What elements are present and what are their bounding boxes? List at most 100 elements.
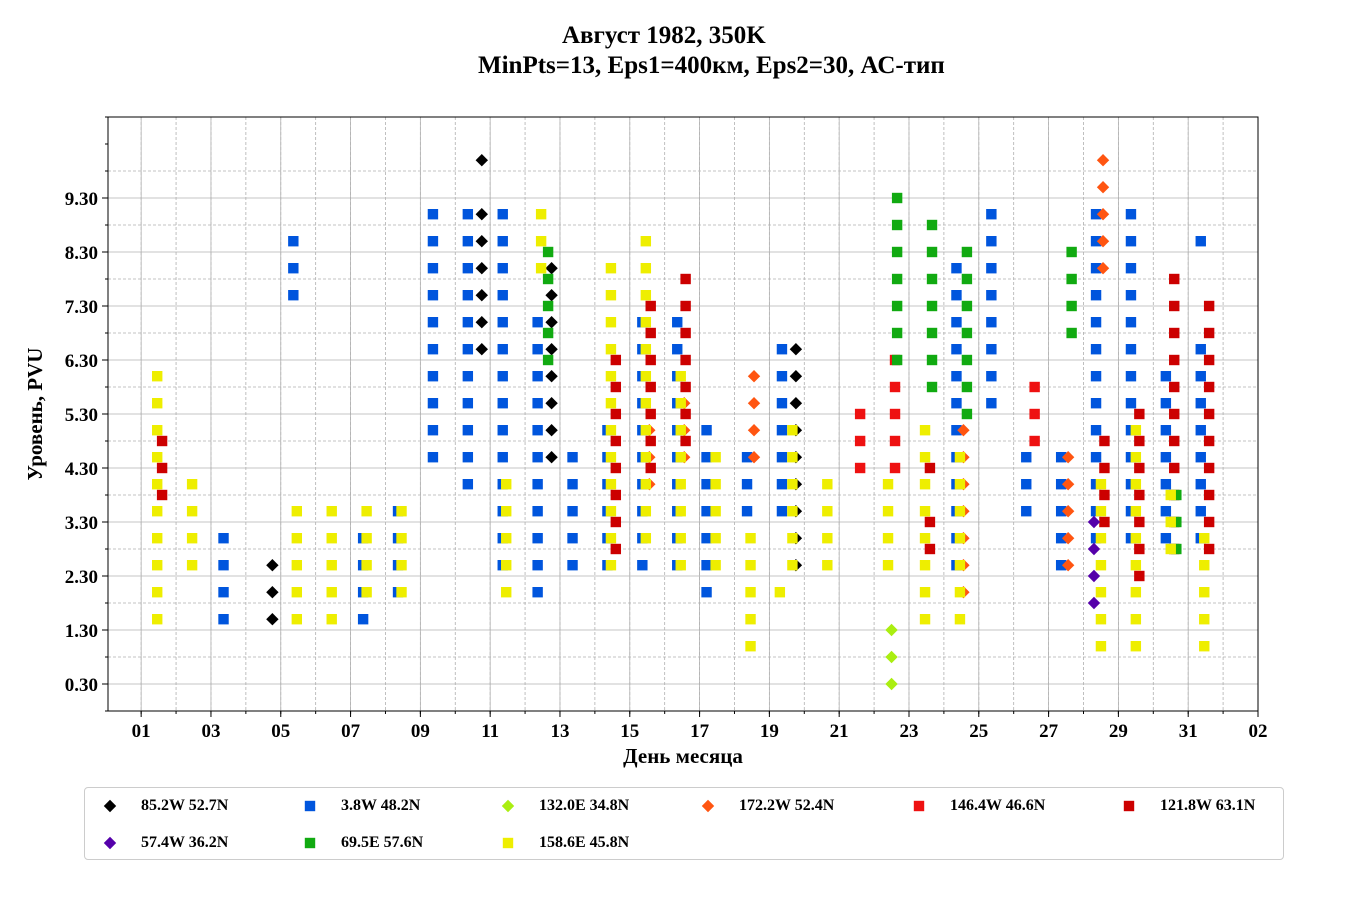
data-point [1125, 317, 1137, 328]
data-point [789, 343, 803, 356]
legend-marker-icon [699, 797, 717, 815]
data-point [266, 586, 279, 599]
data-point [396, 533, 407, 544]
data-point [986, 263, 997, 274]
data-point [675, 425, 686, 436]
data-point [326, 533, 337, 544]
data-point [497, 290, 508, 301]
data-point [776, 398, 788, 409]
data-point [919, 479, 931, 490]
data-point [924, 516, 936, 528]
data-point [605, 263, 617, 274]
data-point [1087, 596, 1101, 610]
data-point [889, 381, 901, 393]
data-point [610, 462, 622, 474]
data-point [701, 479, 712, 490]
data-point [1130, 560, 1142, 571]
legend-marker-shape [913, 800, 925, 812]
data-point [882, 506, 894, 517]
data-point [882, 533, 894, 544]
data-point [889, 435, 901, 447]
y-axis-label: Уровень, PVU [23, 348, 47, 481]
data-point [787, 506, 798, 517]
data-point [532, 425, 543, 436]
data-point [501, 479, 512, 490]
data-point [605, 425, 617, 436]
x-tick-label: 17 [690, 721, 710, 742]
data-point [501, 533, 512, 544]
series-0 [266, 154, 803, 626]
data-point [1171, 516, 1182, 528]
data-point [545, 424, 558, 437]
data-point [1195, 344, 1206, 355]
data-point [1130, 479, 1142, 490]
data-point [497, 425, 508, 436]
data-point [680, 327, 691, 339]
legend-marker-shape [103, 799, 117, 813]
data-point [152, 533, 163, 544]
legend-label: 172.2W 52.4N [739, 797, 835, 814]
legend-marker-icon [499, 834, 517, 852]
x-tick-label: 29 [1109, 721, 1128, 742]
data-point [1134, 462, 1145, 474]
data-point [1169, 273, 1180, 285]
y-tick-label: 6.30 [65, 351, 98, 372]
data-point [1055, 506, 1067, 517]
data-point [675, 533, 686, 544]
data-point [427, 425, 439, 436]
data-point [1199, 614, 1210, 625]
data-point [427, 452, 439, 463]
data-point [605, 533, 617, 544]
data-point [1195, 479, 1206, 490]
data-point [218, 560, 229, 571]
data-point [1134, 543, 1145, 555]
data-point [542, 327, 554, 339]
data-point [787, 533, 798, 544]
data-point [567, 533, 578, 544]
data-point [291, 506, 303, 517]
data-point [710, 560, 721, 571]
data-point [701, 587, 712, 598]
data-point [545, 451, 558, 464]
data-point [747, 397, 761, 410]
data-point [567, 452, 578, 463]
data-point [710, 479, 721, 490]
data-point [1061, 505, 1075, 518]
data-point [532, 533, 543, 544]
data-point [1087, 515, 1101, 529]
data-point [1160, 452, 1172, 463]
data-point [1125, 371, 1137, 382]
data-point [610, 543, 622, 555]
data-point [675, 560, 686, 571]
data-point [1061, 532, 1075, 545]
data-point [954, 533, 966, 544]
data-point [1099, 462, 1110, 474]
data-point [427, 344, 439, 355]
y-tick-label: 1.30 [65, 621, 98, 642]
data-point [497, 344, 508, 355]
data-point [680, 381, 691, 393]
data-point [919, 587, 931, 598]
data-point [926, 327, 938, 339]
legend-marker-icon [499, 797, 517, 815]
data-point [605, 506, 617, 517]
data-point [672, 317, 683, 328]
data-point [954, 452, 966, 463]
data-point [747, 424, 761, 437]
legend-marker-icon [101, 834, 119, 852]
data-point [218, 533, 229, 544]
data-point [986, 317, 997, 328]
data-point [951, 344, 962, 355]
data-point [640, 506, 652, 517]
data-point [926, 246, 938, 258]
data-point [954, 587, 966, 598]
data-point [1021, 452, 1032, 463]
data-point [1169, 435, 1180, 447]
y-tick-label: 8.30 [65, 243, 98, 264]
data-point [640, 290, 652, 301]
x-tick-label: 11 [481, 721, 499, 742]
data-point [1160, 371, 1172, 382]
data-point [610, 408, 622, 420]
y-tick-label: 5.30 [65, 405, 98, 426]
data-point [1130, 641, 1142, 652]
